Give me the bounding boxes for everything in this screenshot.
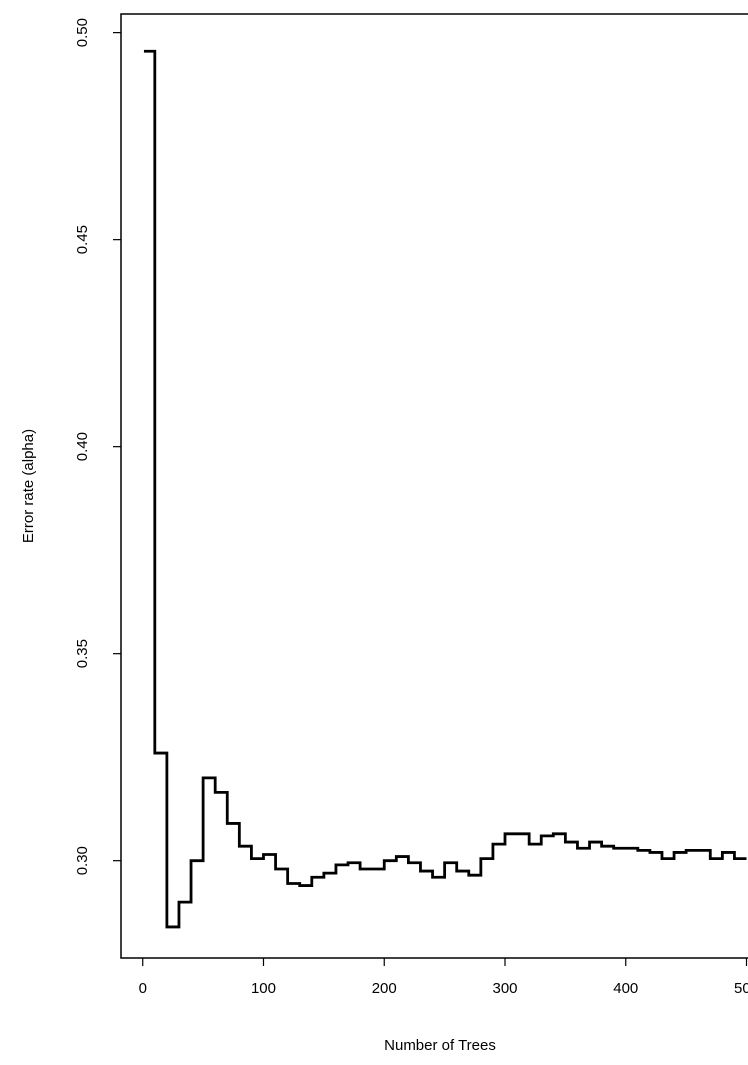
y-tick-label: 0.45 [74, 225, 91, 254]
series-group [143, 49, 747, 929]
x-tick-label: 500 [734, 980, 748, 997]
plot-frame [120, 13, 748, 959]
x-tick-label: 100 [251, 980, 276, 997]
y-axis: 0.30 0.35 0.40 0.45 0.50 [74, 18, 121, 875]
x-tick-label: 200 [372, 980, 397, 997]
x-tick-label: 300 [492, 980, 517, 997]
y-tick-label: 0.50 [74, 18, 91, 47]
y-tick-label: 0.35 [74, 639, 91, 668]
x-tick-label: 400 [613, 980, 638, 997]
y-axis-title: Error rate (alpha) [20, 429, 37, 543]
series-line [143, 49, 747, 929]
x-tick-label: 0 [139, 980, 147, 997]
y-tick-label: 0.30 [74, 846, 91, 875]
y-tick-label: 0.40 [74, 432, 91, 461]
x-axis: 0 100 200 300 400 500 [139, 958, 748, 997]
x-axis-title: Number of Trees [384, 1037, 496, 1054]
